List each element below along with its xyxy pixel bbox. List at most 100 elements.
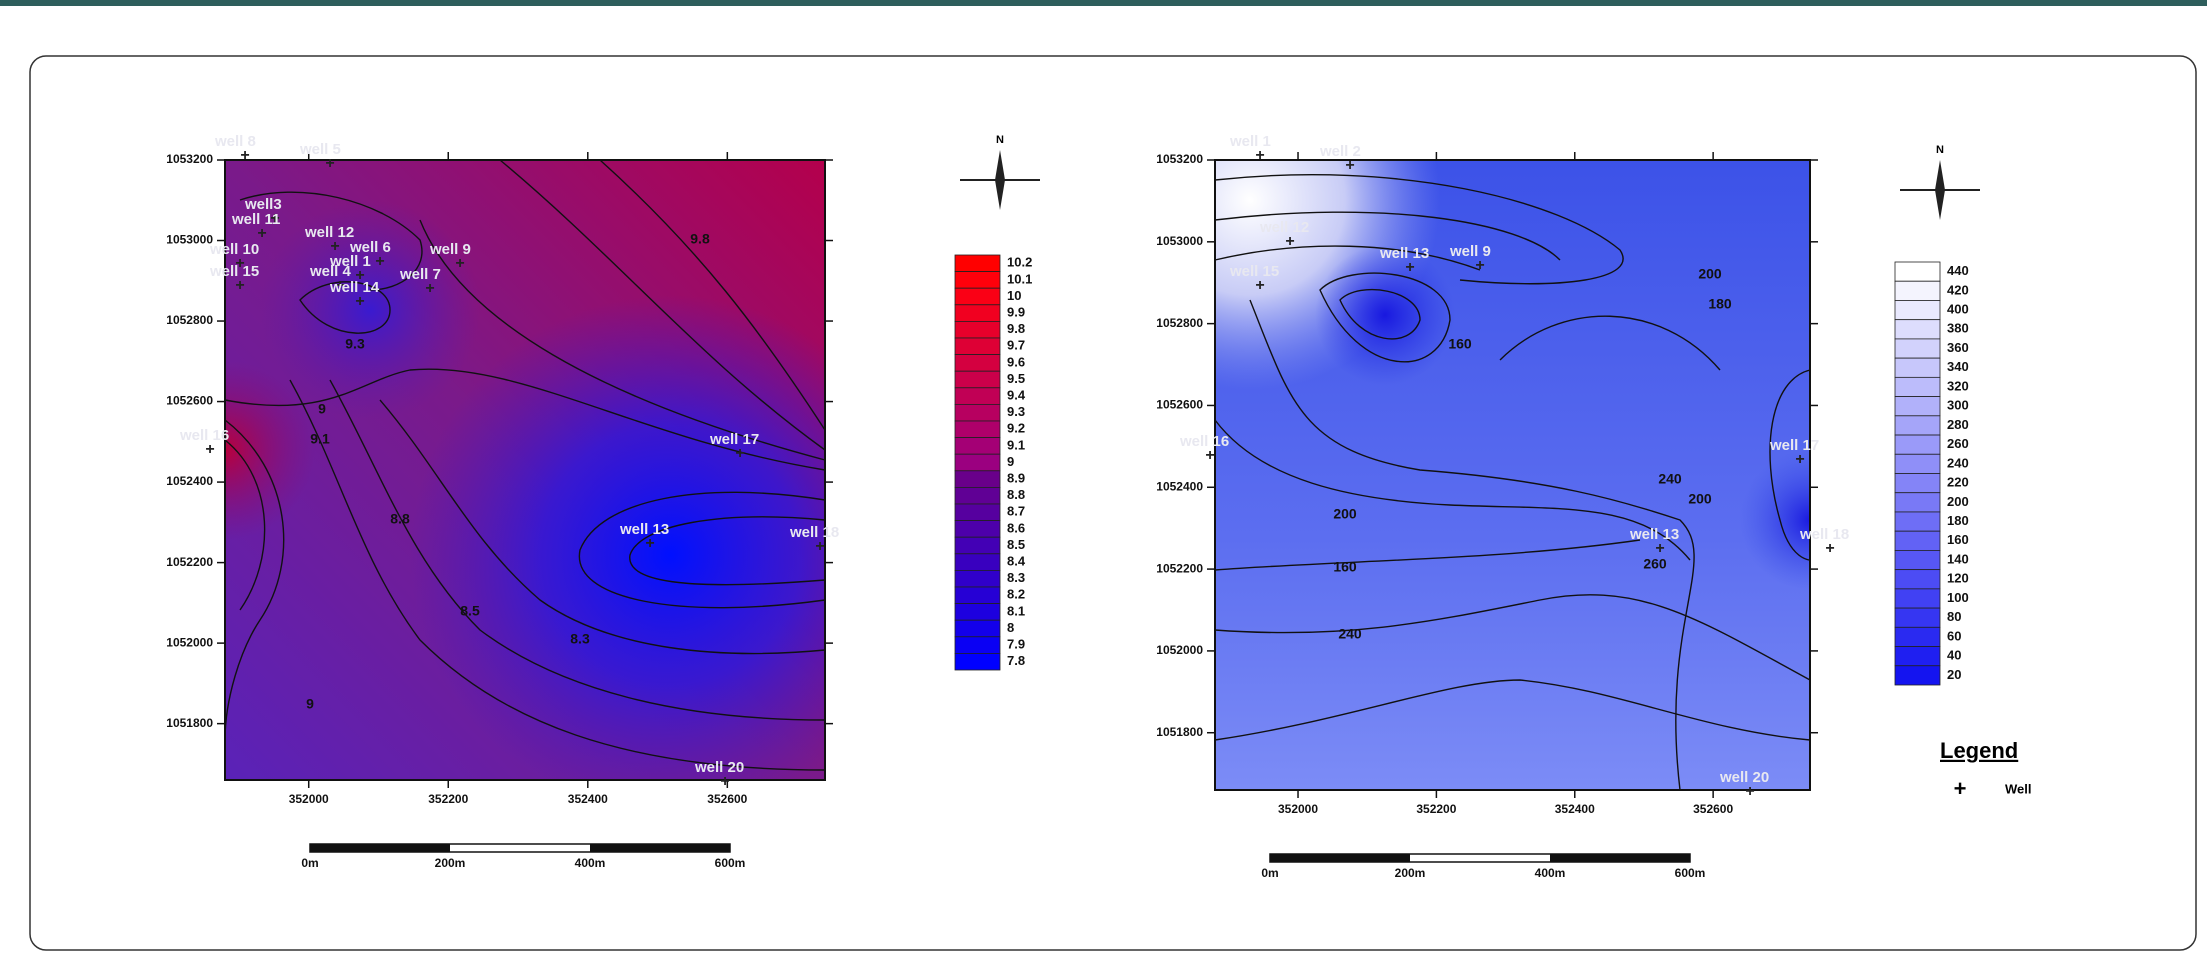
well-label: well 18 xyxy=(789,524,839,541)
colorbar-label: 340 xyxy=(1947,359,1969,374)
colorbar-cell xyxy=(1894,626,1941,647)
colorbar-cell xyxy=(1894,550,1941,571)
contour-label: 8.5 xyxy=(460,603,480,619)
colorbar-cell xyxy=(954,420,1001,439)
map-fill xyxy=(1215,160,1810,790)
colorbar-label: 20 xyxy=(1947,667,1961,682)
colorbar-label: 8.2 xyxy=(1007,587,1025,602)
colorbar-label: 140 xyxy=(1947,551,1969,566)
well-marker: + xyxy=(355,293,364,310)
colorbar-label: 9.2 xyxy=(1007,421,1025,436)
well-label: well 2 xyxy=(1319,143,1361,160)
colorbar-label: 100 xyxy=(1947,590,1969,605)
colorbar-label: 8.8 xyxy=(1007,487,1025,502)
colorbar-cell xyxy=(954,320,1001,339)
north-arrow xyxy=(1935,160,1945,220)
colorbar-label: 7.8 xyxy=(1007,653,1025,668)
colorbar-cell xyxy=(954,536,1001,555)
colorbar-cell xyxy=(1894,376,1941,397)
map-fill xyxy=(225,160,825,780)
well-label: well 11 xyxy=(231,211,280,228)
well-marker: + xyxy=(1345,157,1354,174)
colorbar-label: 440 xyxy=(1947,263,1969,278)
well-marker: + xyxy=(270,210,279,227)
well-marker: + xyxy=(205,441,214,458)
colorbar-cell xyxy=(954,486,1001,505)
colorbar-cell xyxy=(954,304,1001,322)
x-tick-label: 352200 xyxy=(1416,802,1456,816)
well-label: well 12 xyxy=(304,224,354,241)
colorbar-cell xyxy=(1894,261,1941,282)
well-label: well 13 xyxy=(619,521,669,538)
well-label: well 20 xyxy=(694,759,744,776)
y-tick-label: 1052000 xyxy=(1156,643,1203,657)
colorbar-cell xyxy=(954,370,1001,389)
map-left xyxy=(224,159,826,780)
well-marker: + xyxy=(1745,783,1754,800)
colorbar-label: 10.1 xyxy=(1007,271,1032,286)
y-tick-label: 1053200 xyxy=(166,152,213,166)
colorbar-cell xyxy=(1894,473,1941,494)
colorbar-label: 9.5 xyxy=(1007,371,1025,386)
colorbar-label: 7.9 xyxy=(1007,637,1025,652)
y-tick-label: 1053000 xyxy=(166,233,213,247)
well-marker: + xyxy=(1285,233,1294,250)
colorbar-cell xyxy=(1894,357,1941,378)
well-marker: + xyxy=(240,147,249,164)
scale-label: 400m xyxy=(1535,866,1566,880)
contour-label: 8.8 xyxy=(390,511,410,527)
colorbar-cell xyxy=(954,437,1001,455)
colorbar-cell xyxy=(954,603,1001,621)
well-label: well 4 xyxy=(309,263,352,280)
contour-label: 180 xyxy=(1708,296,1732,312)
contour-label: 9.1 xyxy=(310,431,330,447)
contour-label: 9.3 xyxy=(345,336,365,352)
colorbar-cell xyxy=(1894,396,1941,417)
colorbar-cell xyxy=(954,271,1001,289)
colorbar-label: 8 xyxy=(1007,620,1014,635)
legend-item: Well xyxy=(2005,781,2032,796)
colorbar-label: 10.2 xyxy=(1007,255,1032,270)
y-tick-label: 1052800 xyxy=(1156,316,1203,330)
colorbar-label: 60 xyxy=(1947,628,1961,643)
well-label: well 10 xyxy=(209,241,259,258)
contour-label: 200 xyxy=(1333,506,1357,522)
colorbar-cell xyxy=(954,619,1001,638)
well-marker: + xyxy=(735,445,744,462)
colorbar-label: 10 xyxy=(1007,288,1021,303)
y-tick-label: 1052800 xyxy=(166,313,213,327)
colorbar-cell xyxy=(954,470,1001,488)
scale-bar xyxy=(1270,854,1410,862)
x-tick-label: 352000 xyxy=(289,792,329,806)
colorbar-label: 180 xyxy=(1947,513,1969,528)
well-label: well 13 xyxy=(1629,526,1679,543)
colorbar-label: 8.7 xyxy=(1007,504,1025,519)
colorbar-cell xyxy=(1894,492,1941,513)
colorbar-label: 400 xyxy=(1947,302,1969,317)
colorbar-label: 80 xyxy=(1947,609,1961,624)
contour-label: 200 xyxy=(1688,491,1712,507)
y-tick-label: 1052400 xyxy=(166,474,213,488)
well-marker: + xyxy=(1405,259,1414,276)
scale-label: 200m xyxy=(435,856,466,870)
well-label: well 9 xyxy=(429,241,471,258)
colorbar-cell xyxy=(1894,338,1941,359)
colorbar-cell xyxy=(954,553,1001,571)
colorbar-cell xyxy=(1894,511,1941,532)
colorbar-cell xyxy=(954,387,1001,405)
legend-title: Legend xyxy=(1940,738,2018,763)
colorbar-cell xyxy=(954,337,1001,356)
colorbar-cell xyxy=(1894,280,1941,301)
contours xyxy=(224,159,826,771)
colorbar-cell xyxy=(954,403,1001,422)
well-label: well 18 xyxy=(1799,526,1849,543)
colorbar-label: 240 xyxy=(1947,455,1969,470)
well-label: well 9 xyxy=(1449,243,1491,260)
legend-marker: + xyxy=(1954,776,1967,801)
colorbar-label: 200 xyxy=(1947,494,1969,509)
well-marker: + xyxy=(235,255,244,272)
colorbar-label: 120 xyxy=(1947,571,1969,586)
well-label: well 13 xyxy=(1379,245,1429,262)
colorbar-cell xyxy=(954,586,1001,605)
